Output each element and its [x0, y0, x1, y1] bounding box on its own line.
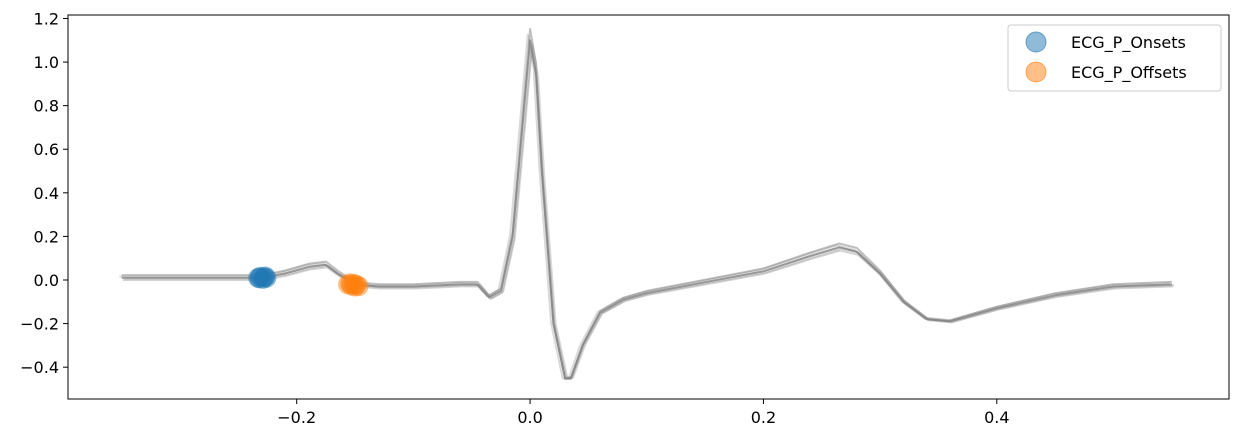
y-axis: −0.4 −0.2 0.0 0.2 0.4 0.6 0.8 1.0 1.2 [20, 9, 68, 377]
x-tick-label: 0.0 [517, 408, 542, 427]
plot-frame [67, 14, 1230, 400]
x-tick-label: 0.2 [751, 408, 776, 427]
y-tick-label: −0.4 [20, 358, 59, 377]
legend-marker-onsets [1025, 31, 1047, 53]
y-tick-label: 0.4 [34, 184, 59, 203]
ecg-trace-4 [121, 39, 1172, 380]
y-tick-label: 1.0 [34, 53, 59, 72]
x-tick-label: −0.2 [277, 408, 316, 427]
y-tick-label: 0.8 [34, 97, 59, 116]
p-offset-point [345, 276, 366, 297]
trace-group [119, 28, 1175, 380]
y-tick-label: −0.2 [20, 315, 59, 334]
y-tick-label: 0.6 [34, 140, 59, 159]
legend-label-onsets: ECG_P_Onsets [1071, 33, 1186, 53]
x-tick-label: 0.4 [984, 408, 1009, 427]
y-tick-label: 0.0 [34, 271, 59, 290]
ecg-trace-3 [124, 43, 1175, 379]
ecg-trace-1 [122, 48, 1174, 379]
scatter-group [248, 266, 369, 297]
legend-marker-offsets [1025, 61, 1047, 83]
y-tick-label: 0.2 [34, 227, 59, 246]
legend-label-offsets: ECG_P_Offsets [1071, 63, 1187, 83]
y-tick-label: 1.2 [34, 9, 59, 28]
legend-box [1007, 24, 1222, 92]
legend: ECG_P_Onsets ECG_P_Offsets [1007, 24, 1222, 92]
x-axis: −0.2 0.0 0.2 0.4 [277, 399, 1010, 427]
p-onset-point [255, 266, 276, 287]
